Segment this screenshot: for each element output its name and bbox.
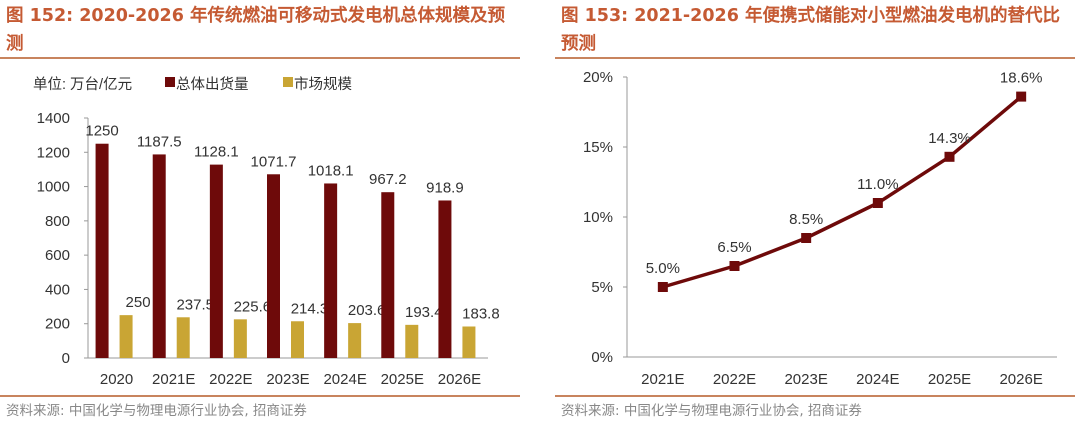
data-label: 11.0%: [857, 176, 898, 193]
data-point: [657, 282, 668, 292]
data-label: 967.2: [369, 171, 407, 188]
x-tick-label: 2024E: [323, 371, 366, 388]
left-title-rule: [0, 57, 520, 59]
data-label: 918.9: [426, 179, 464, 196]
x-tick-label: 2023E: [266, 371, 309, 388]
data-point: [1016, 91, 1027, 102]
x-tick-label: 2025E: [928, 371, 971, 388]
data-label: 1187.5: [137, 133, 182, 150]
y-tick-label: 1400: [37, 110, 70, 127]
y-tick-label: 1200: [37, 144, 70, 161]
bar: [95, 143, 109, 358]
right-figure-title: 图 153: 2021-2026 年便携式储能对小型燃油发电机的替代比预测: [561, 6, 1060, 54]
legend-swatch: [283, 77, 293, 87]
data-label: 214.3: [291, 300, 329, 317]
left-source-rule: [0, 395, 520, 397]
y-tick-label: 200: [45, 316, 70, 333]
data-label: 183.8: [462, 305, 500, 322]
data-label: 8.5%: [789, 211, 823, 228]
data-label: 250: [126, 294, 151, 311]
unit-label: 单位: 万台/亿元: [33, 76, 132, 93]
bar: [152, 154, 166, 358]
data-label: 1018.1: [308, 162, 354, 179]
left-figure-title: 图 152: 2020-2026 年传统燃油可移动式发电机总体规模及预测: [6, 6, 505, 54]
y-tick-label: 5%: [591, 279, 613, 296]
x-tick-label: 2021E: [152, 371, 195, 388]
x-tick-label: 2023E: [784, 371, 827, 388]
data-label: 1250: [85, 123, 118, 140]
data-point: [801, 233, 812, 243]
data-label: 225.6: [234, 298, 272, 315]
bar: [381, 192, 395, 358]
data-label: 1071.7: [251, 153, 297, 170]
bar: [209, 164, 223, 358]
left-figure: 图 152: 2020-2026 年传统燃油可移动式发电机总体规模及预测 单位:…: [0, 0, 525, 421]
data-point: [729, 261, 740, 271]
line-chart: 0% 5% 10% 15% 20% 5.0% 6.5% 8.5% 11.0% 14.3% 18.6%…: [583, 69, 1057, 388]
data-point: [944, 151, 955, 162]
data-label: 6.5%: [717, 239, 751, 256]
x-tick-label: 2025E: [381, 371, 424, 388]
y-tick-label: 20%: [583, 69, 613, 86]
x-tick-label: 2022E: [209, 371, 252, 388]
bar: [291, 321, 304, 358]
y-tick-label: 0: [62, 350, 70, 367]
bar: [267, 174, 280, 358]
data-label: 1128.1: [194, 144, 239, 161]
bar: [324, 183, 338, 358]
bar: [348, 323, 362, 358]
data-label: 193.4: [405, 304, 443, 321]
y-tick-label: 600: [45, 247, 70, 264]
right-figure: 图 153: 2021-2026 年便携式储能对小型燃油发电机的替代比预测 0%…: [555, 0, 1080, 421]
data-label: 14.3%: [928, 130, 971, 147]
x-tick-label: 2021E: [641, 371, 684, 388]
bar: [119, 315, 133, 358]
data-label: 5.0%: [646, 260, 680, 277]
data-label: 18.6%: [1000, 70, 1043, 87]
y-tick-label: 800: [45, 213, 70, 230]
legend-label: 市场规模: [294, 76, 352, 93]
x-tick-label: 2026E: [999, 371, 1042, 388]
data-label: 203.6: [348, 302, 386, 319]
legend-label: 总体出货量: [176, 76, 249, 93]
y-tick-label: 1000: [37, 179, 70, 196]
series-line: [662, 95, 1023, 289]
x-tick-label: 2020: [100, 371, 133, 388]
data-point: [872, 198, 883, 208]
x-tick-label: 2026E: [438, 371, 481, 388]
y-tick-label: 15%: [583, 139, 613, 156]
right-title-rule: [555, 57, 1075, 59]
x-tick-label: 2024E: [856, 371, 899, 388]
right-source-note: 资料来源: 中国化学与物理电源行业协会, 招商证券: [561, 403, 862, 419]
y-tick-label: 400: [45, 281, 70, 298]
right-source-rule: [555, 395, 1075, 397]
y-tick-label: 10%: [583, 209, 613, 226]
bar: [176, 317, 190, 358]
bar: [462, 326, 476, 358]
bar: [233, 319, 247, 358]
bar: [438, 200, 452, 358]
bar-chart: 单位: 万台/亿元 总体出货量 市场规模 0 200 400 600 800 1000 1200 1…: [33, 76, 500, 388]
left-source-note: 资料来源: 中国化学与物理电源行业协会, 招商证券: [6, 403, 307, 419]
data-label: 237.5: [176, 296, 214, 313]
x-tick-label: 2022E: [713, 371, 756, 388]
bar: [405, 324, 419, 358]
y-tick-label: 0%: [591, 349, 613, 366]
legend-swatch: [165, 77, 175, 87]
